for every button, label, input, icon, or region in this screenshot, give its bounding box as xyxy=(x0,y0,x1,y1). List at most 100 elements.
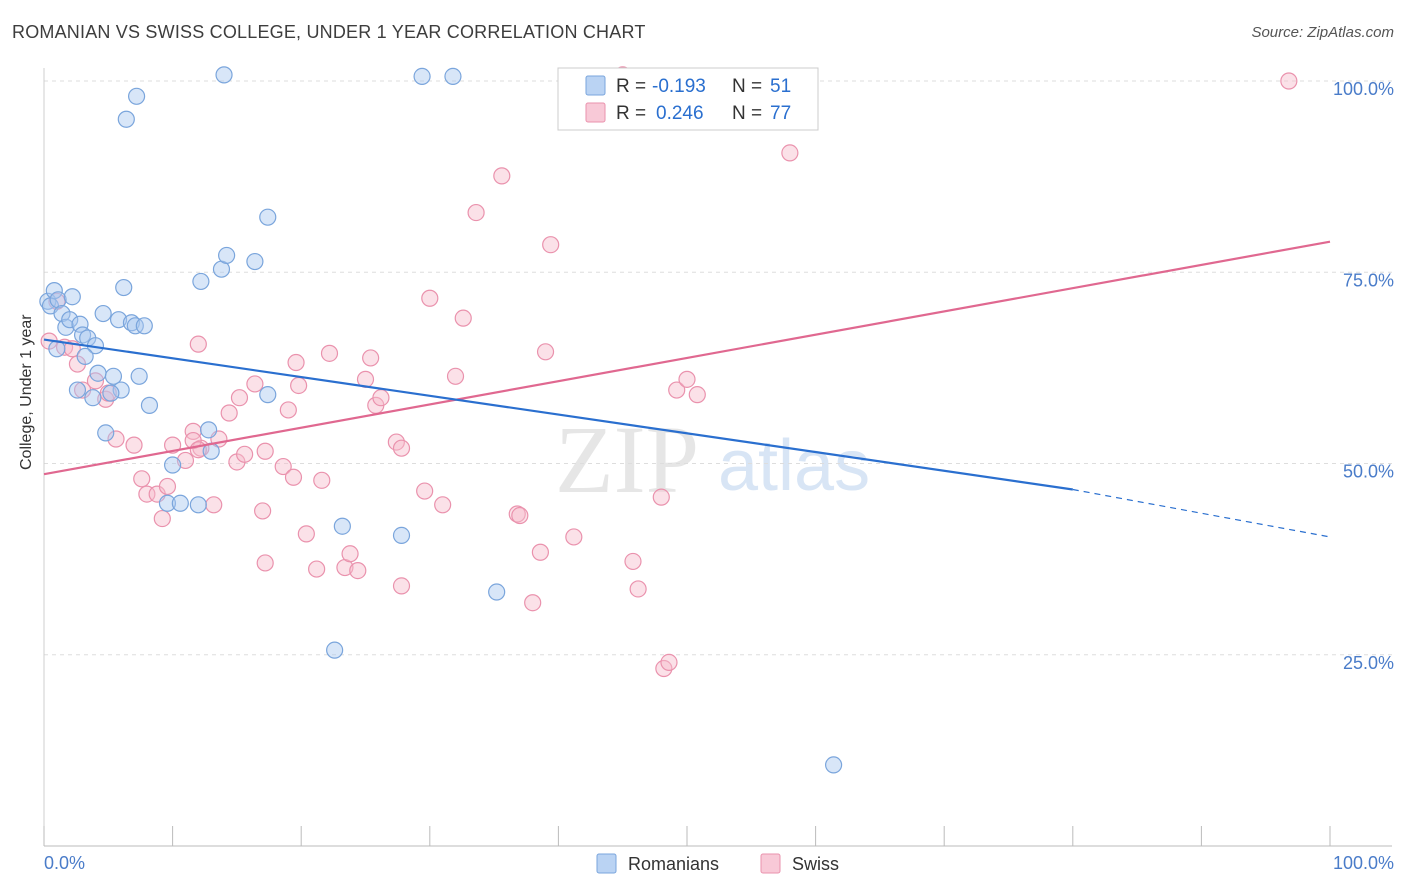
romanians-point-39 xyxy=(215,66,233,84)
romanians-point-38 xyxy=(127,87,146,105)
romanians-point-26 xyxy=(84,389,102,407)
swiss-point-14 xyxy=(153,509,171,528)
tick-labels: 25.0% 50.0% 75.0% 100.0% 0.0% 100.0% xyxy=(44,79,1394,873)
romanians-point-44 xyxy=(392,526,411,545)
swiss-point-28 xyxy=(236,445,254,463)
swiss-point-55 xyxy=(446,367,465,385)
romanians-trend-line xyxy=(43,338,1073,491)
swiss-point-39 xyxy=(308,560,326,578)
swiss-points xyxy=(40,66,1298,678)
y-tick-label-75: 75.0% xyxy=(1343,270,1394,290)
legend-romanians-r-label: R = xyxy=(616,76,646,97)
romanians-point-29 xyxy=(189,496,207,514)
swiss-point-57 xyxy=(467,203,485,222)
swiss-point-70 xyxy=(678,370,696,388)
legend-romanians-swatch xyxy=(585,75,606,96)
swiss-point-68 xyxy=(652,488,670,506)
romanians-point-48 xyxy=(76,347,94,365)
legend-swiss-r-value: 0.246 xyxy=(656,103,704,124)
swiss-point-31 xyxy=(256,442,274,460)
swiss-point-35 xyxy=(284,468,303,486)
source-label: Source: ZipAtlas.com xyxy=(1251,24,1394,41)
swiss-point-43 xyxy=(341,545,359,563)
bottom-legend-swiss-swatch xyxy=(760,853,781,874)
romanians-point-16 xyxy=(126,317,144,335)
y-tick-label-50: 50.0% xyxy=(1343,462,1394,482)
swiss-point-11 xyxy=(133,470,151,488)
swiss-point-56 xyxy=(454,309,472,327)
romanians-point-40 xyxy=(117,110,135,128)
swiss-point-40 xyxy=(313,471,331,489)
romanians-point-9 xyxy=(73,326,92,344)
trend-lines xyxy=(43,240,1331,538)
swiss-point-41 xyxy=(320,344,339,362)
swiss-point-46 xyxy=(362,349,380,367)
legend-romanians-r-value: -0.193 xyxy=(652,76,706,97)
romanians-point-17 xyxy=(135,317,153,335)
swiss-point-29 xyxy=(246,375,264,393)
swiss-point-44 xyxy=(349,561,367,580)
swiss-point-53 xyxy=(421,289,439,307)
romanians-point-3 xyxy=(49,291,67,309)
swiss-trend-line xyxy=(43,240,1331,476)
romanians-point-43 xyxy=(333,517,351,535)
axes xyxy=(43,68,1392,847)
bottom-legend-romanians-swatch xyxy=(596,853,617,874)
x-tick-label-max: 100.0% xyxy=(1333,853,1394,873)
romanians-point-7 xyxy=(63,288,81,306)
romanians-point-27 xyxy=(164,456,182,474)
swiss-point-74 xyxy=(1280,72,1298,90)
swiss-point-54 xyxy=(434,496,452,514)
swiss-point-38 xyxy=(297,525,315,543)
romanians-point-36 xyxy=(259,208,277,226)
grid-lines xyxy=(44,80,1392,656)
romanians-point-25 xyxy=(102,384,120,402)
swiss-point-33 xyxy=(274,457,292,476)
romanians-point-20 xyxy=(104,367,123,385)
swiss-point-32 xyxy=(256,554,274,572)
romanians-point-23 xyxy=(140,396,159,414)
swiss-point-30 xyxy=(254,502,272,520)
swiss-point-62 xyxy=(531,543,549,561)
swiss-point-64 xyxy=(542,236,560,254)
romanians-point-12 xyxy=(94,304,112,323)
swiss-point-37 xyxy=(287,353,305,372)
romanians-point-45 xyxy=(488,583,506,601)
romanians-point-24 xyxy=(97,424,115,442)
swiss-point-61 xyxy=(524,594,542,612)
swiss-point-50 xyxy=(392,439,411,457)
romanians-point-41 xyxy=(413,67,431,86)
romanians-point-31 xyxy=(171,494,189,512)
bottom-legend-swiss-label: Swiss xyxy=(792,854,839,874)
romanians-point-14 xyxy=(115,278,133,297)
swiss-point-21 xyxy=(184,431,202,450)
series-legend: Romanians Swiss xyxy=(596,853,839,874)
legend-swiss-swatch xyxy=(585,102,606,123)
legend-romanians-n-label: N = xyxy=(732,76,762,97)
romanians-point-19 xyxy=(89,364,107,382)
swiss-point-60 xyxy=(511,506,529,525)
bottom-legend-romanians-label: Romanians xyxy=(628,854,719,874)
swiss-point-25 xyxy=(220,404,238,422)
legend-swiss-n-value: 77 xyxy=(770,103,791,124)
y-tick-label-100: 100.0% xyxy=(1333,79,1394,99)
romanians-point-2 xyxy=(45,282,63,300)
swiss-point-17 xyxy=(176,451,195,470)
swiss-point-65 xyxy=(565,528,583,546)
watermark-zip: ZIP xyxy=(555,406,699,513)
swiss-point-71 xyxy=(688,386,706,404)
swiss-point-52 xyxy=(416,482,434,500)
legend-swiss-r-label: R = xyxy=(616,103,646,124)
swiss-point-66 xyxy=(624,552,642,571)
swiss-point-27 xyxy=(230,389,249,407)
swiss-point-15 xyxy=(158,477,177,496)
swiss-point-18 xyxy=(189,335,207,353)
romanians-trend-extension xyxy=(1072,488,1331,538)
romanians-point-47 xyxy=(825,756,843,774)
swiss-point-69 xyxy=(668,381,686,399)
romanians-point-34 xyxy=(192,272,210,291)
romanians-points xyxy=(39,66,843,774)
correlation-legend: R = -0.193 N = 51 R = 0.246 N = 77 xyxy=(557,67,819,131)
y-tick-label-25: 25.0% xyxy=(1343,653,1394,673)
